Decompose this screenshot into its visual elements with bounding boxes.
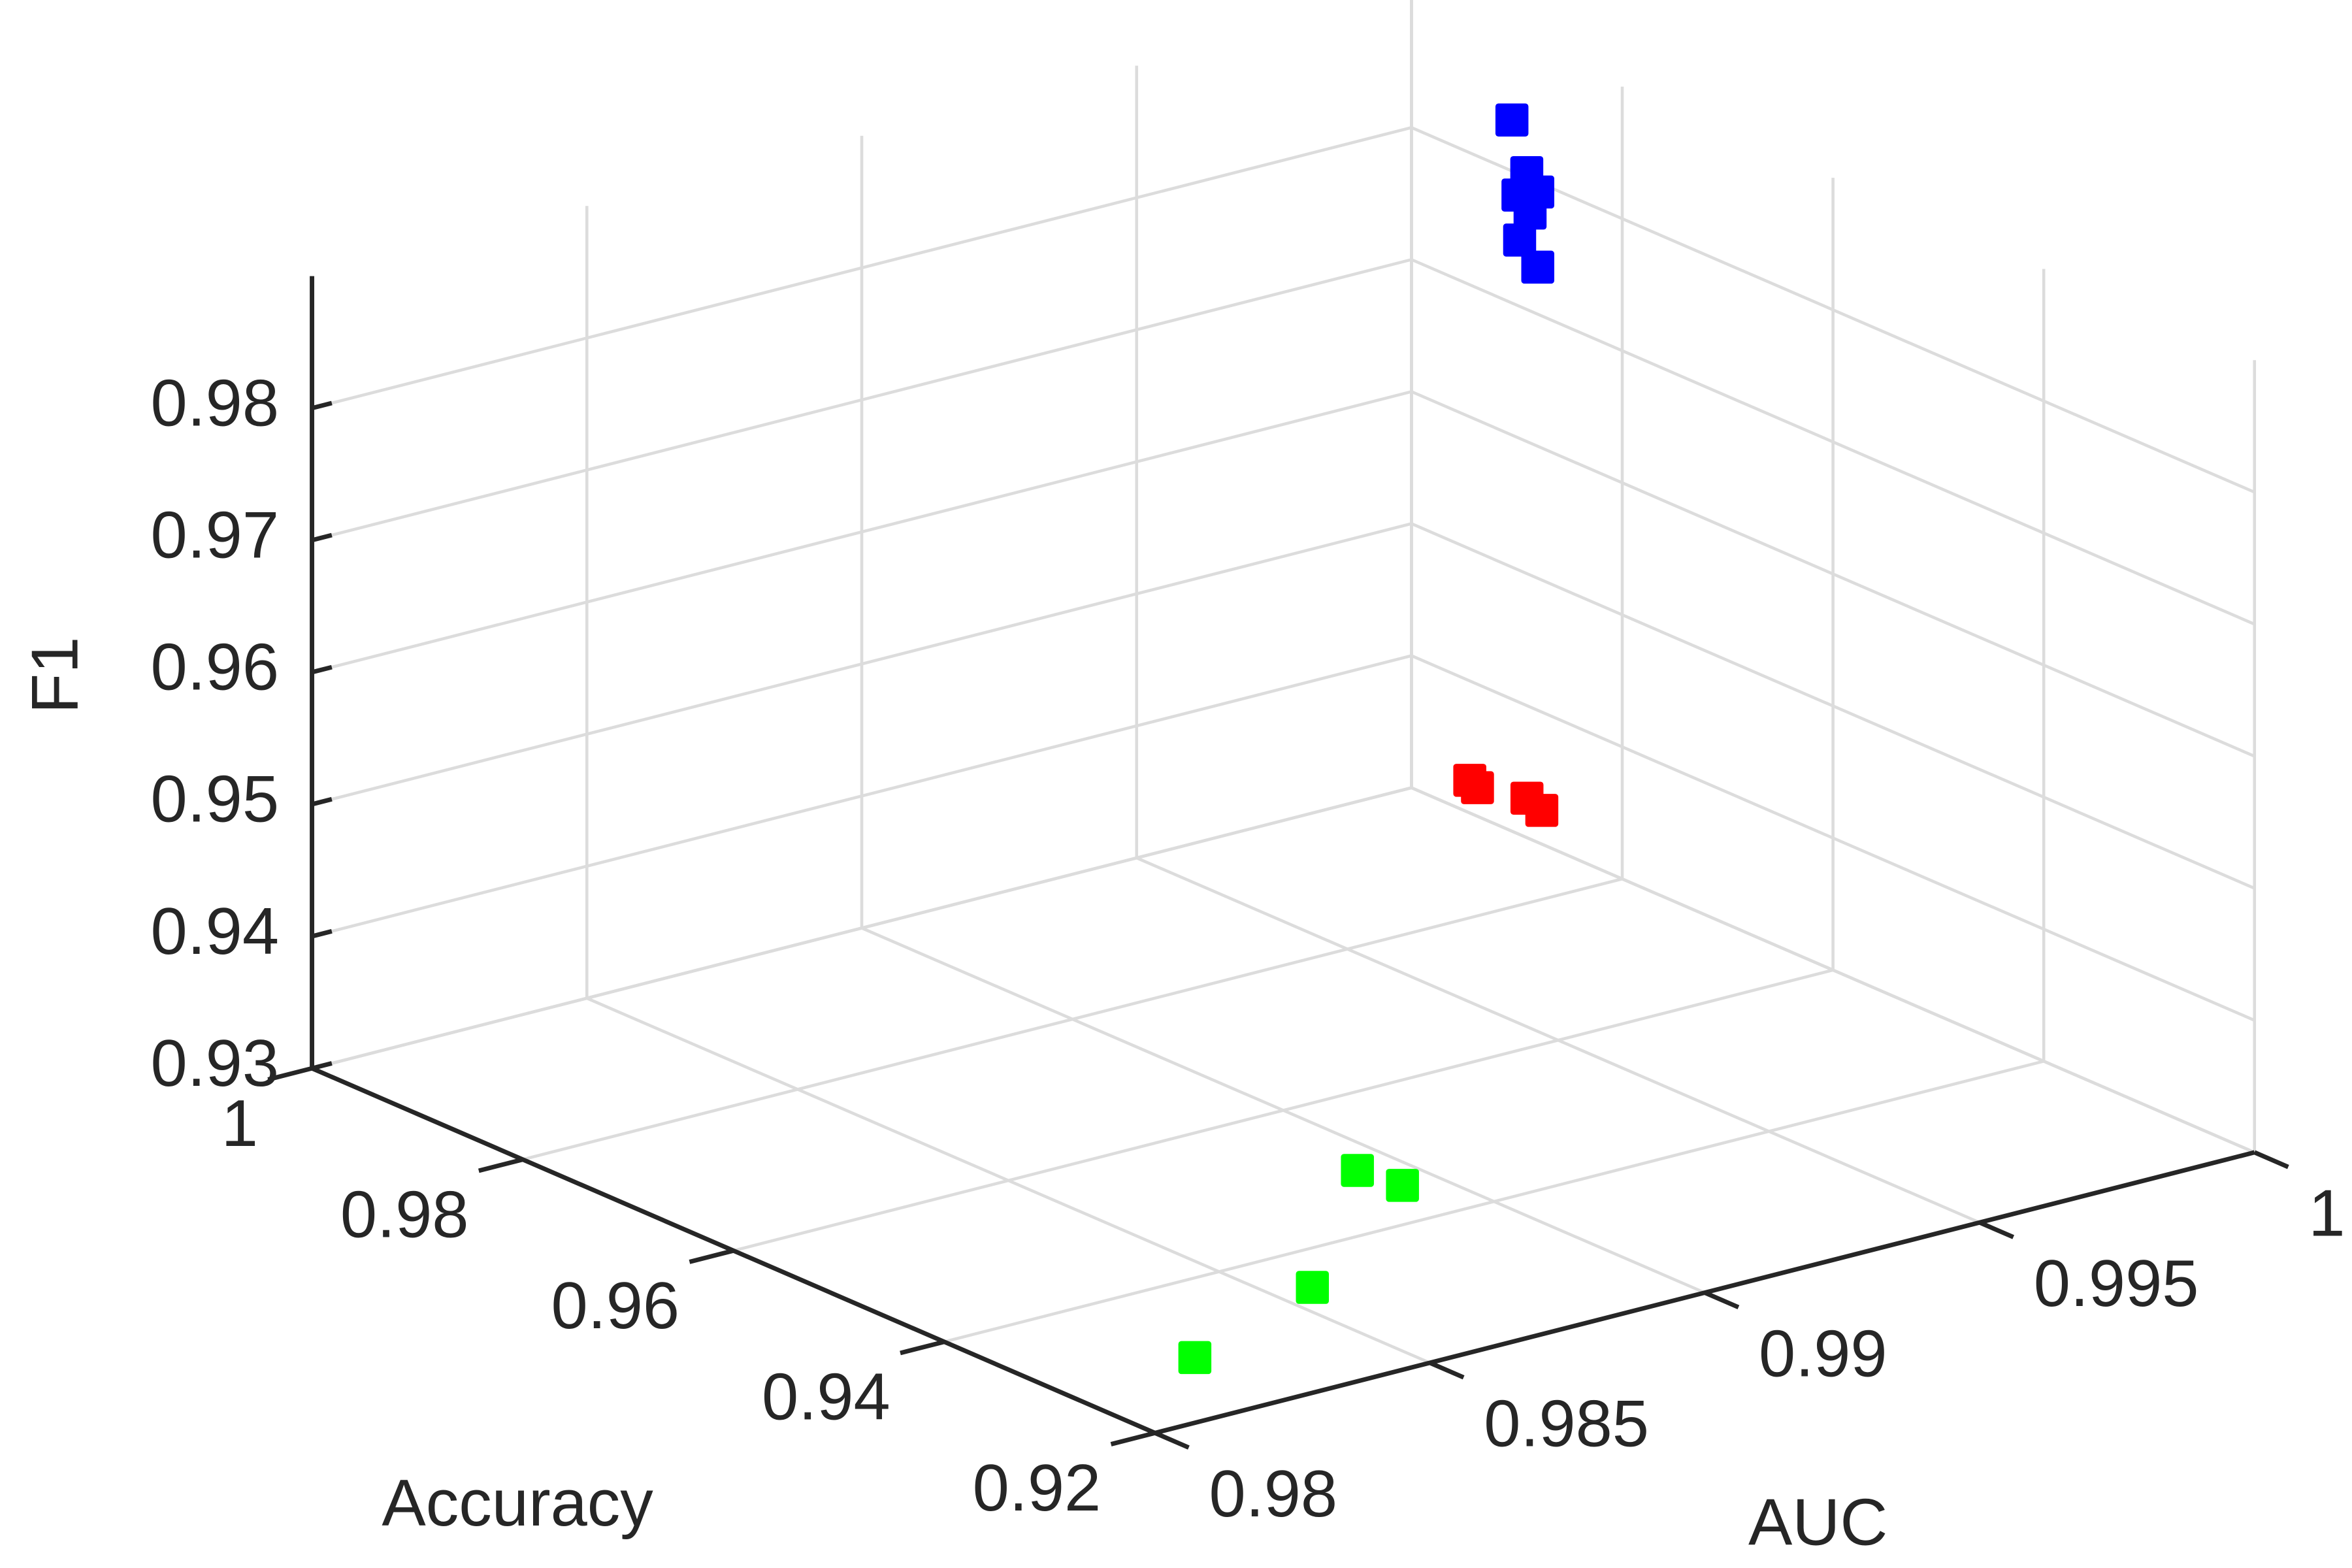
- z-axis-title: F1: [19, 637, 92, 714]
- grid-line: [1135, 857, 1980, 1224]
- x-tick-label: 1: [221, 1087, 258, 1160]
- y-tick-label: 0.985: [1484, 1388, 1649, 1461]
- x-tick: [1110, 1430, 1156, 1446]
- y-tick: [1429, 1360, 1465, 1380]
- marks-layer: [1178, 103, 1559, 1375]
- point: [1178, 1341, 1212, 1375]
- grid-line: [311, 654, 1413, 938]
- y-tick-label: 0.995: [2034, 1247, 2199, 1320]
- z-tick: [311, 664, 333, 675]
- grid-line: [1411, 390, 2255, 758]
- x-tick: [689, 1248, 734, 1264]
- x-tick: [267, 1066, 313, 1082]
- z-tick-label: 0.93: [150, 1027, 279, 1100]
- y-tick: [2253, 1150, 2289, 1169]
- grid-line: [311, 125, 1413, 410]
- grid-line: [1411, 522, 2255, 890]
- z-tick-label: 0.98: [150, 367, 279, 440]
- y-axis-title: AUC: [1748, 1486, 1887, 1560]
- point: [1461, 771, 1494, 804]
- grid-line: [1411, 258, 2255, 626]
- point: [1296, 1271, 1330, 1304]
- z-tick-label: 0.97: [150, 498, 279, 572]
- y-tick: [1703, 1290, 1740, 1310]
- x-tick-label: 0.98: [340, 1178, 469, 1251]
- grid-line: [1411, 654, 2255, 1022]
- point: [1495, 103, 1529, 137]
- z-tick: [311, 929, 333, 939]
- point: [1513, 196, 1547, 230]
- grid-line: [311, 390, 1413, 674]
- y-tick-label: 1: [2308, 1177, 2345, 1250]
- z-tick: [311, 532, 333, 543]
- x-axis-title: Accuracy: [382, 1467, 653, 1540]
- z-tick-label: 0.95: [150, 763, 279, 836]
- y-tick-label: 0.98: [1209, 1458, 1338, 1531]
- grid-line: [861, 926, 1706, 1294]
- grid-line: [1411, 786, 2255, 1154]
- x-tick-label: 0.94: [762, 1360, 890, 1433]
- grid-line: [311, 258, 1413, 542]
- z-tick: [311, 1061, 333, 1071]
- grid-line: [311, 522, 1413, 806]
- z-tick: [311, 796, 333, 807]
- x-tick-label: 0.92: [973, 1452, 1102, 1525]
- point: [1341, 1154, 1374, 1187]
- x-tick: [478, 1157, 523, 1173]
- point: [1521, 250, 1554, 284]
- axes-layer: 0.920.940.960.9810.980.9850.990.99510.93…: [150, 276, 2345, 1531]
- point: [1525, 794, 1559, 827]
- y-tick: [1154, 1431, 1190, 1450]
- grid-line: [311, 786, 1413, 1070]
- z-tick-label: 0.96: [150, 631, 279, 704]
- grid-layer: [310, 0, 2257, 1435]
- point: [1503, 223, 1537, 257]
- y-tick: [1978, 1220, 2015, 1239]
- z-tick-label: 0.94: [150, 895, 279, 968]
- z-tick: [311, 400, 333, 411]
- x-tick-label: 0.96: [551, 1269, 679, 1343]
- y-tick-label: 0.99: [1759, 1317, 1887, 1390]
- x-tick: [900, 1339, 945, 1356]
- grid-line: [586, 996, 1431, 1365]
- point: [1386, 1169, 1419, 1202]
